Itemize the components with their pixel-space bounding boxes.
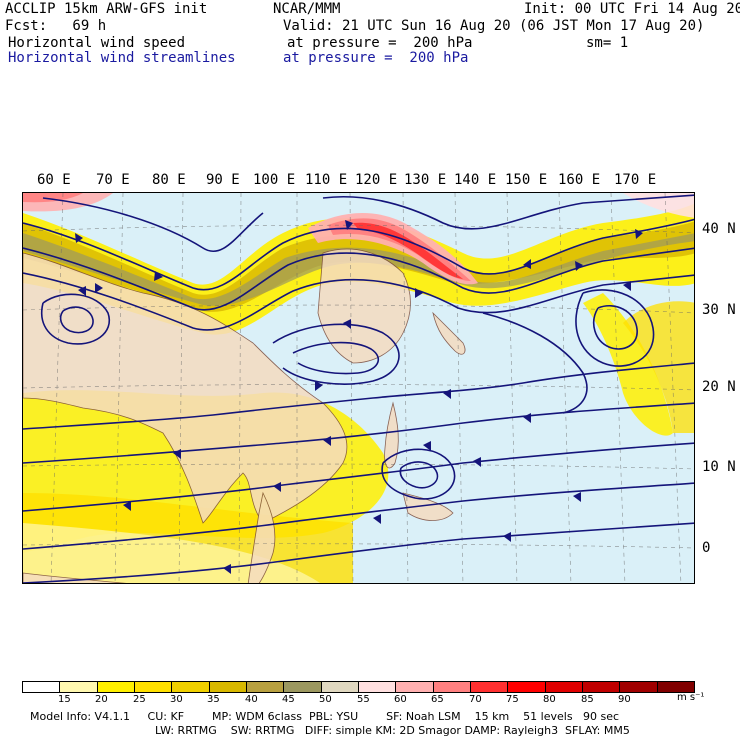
color-swatch — [545, 682, 583, 692]
lon-label: 140 E — [454, 172, 497, 188]
color-swatch — [657, 682, 694, 692]
colorbar-label: 65 — [431, 694, 444, 705]
lon-label: 170 E — [614, 172, 657, 188]
lat-label: 30 N — [702, 302, 736, 318]
field1-level: at pressure = 200 hPa — [287, 35, 473, 51]
colorbar-label: 40 — [245, 694, 258, 705]
lat-label: 20 N — [702, 379, 736, 395]
colorbar-label: 50 — [319, 694, 332, 705]
lon-label: 70 E — [96, 172, 130, 188]
colorbar-label: 85 — [581, 694, 594, 705]
color-swatch — [284, 682, 322, 692]
color-swatch — [60, 682, 98, 692]
graticule — [23, 193, 694, 583]
streamline-arrows — [75, 220, 643, 574]
init-time: Init: 00 UTC Fri 14 Aug 20 — [524, 1, 740, 17]
color-swatch — [321, 682, 359, 692]
colorbar-label: 55 — [357, 694, 370, 705]
field1-name: Horizontal wind speed — [8, 35, 186, 51]
colorbar-label: 35 — [207, 694, 220, 705]
colorbar-label: 80 — [543, 694, 556, 705]
colorbar-label: 45 — [282, 694, 295, 705]
colorbar-label: 60 — [394, 694, 407, 705]
lon-label: 150 E — [505, 172, 548, 188]
lat-label: 40 N — [702, 221, 736, 237]
color-swatch — [470, 682, 509, 692]
colorbar-label: 25 — [133, 694, 146, 705]
land-masses — [23, 248, 466, 583]
lon-label: 100 E — [253, 172, 296, 188]
color-swatch — [23, 682, 61, 692]
model-info-line2: LW: RRTMG SW: RRTMG DIFF: simple KM: 2D … — [155, 724, 630, 737]
lon-label: 130 E — [404, 172, 447, 188]
lon-label: 60 E — [37, 172, 71, 188]
color-swatch — [172, 682, 210, 692]
field2-level: at pressure = 200 hPa — [283, 50, 469, 66]
color-swatch — [620, 682, 658, 692]
colorbar-label: 15 — [58, 694, 71, 705]
colorbar-label: 30 — [170, 694, 183, 705]
color-swatch — [209, 682, 247, 692]
streamlines — [23, 194, 694, 583]
colorbar-label: 75 — [506, 694, 519, 705]
color-scale-bar — [22, 681, 695, 693]
organization-label: NCAR/MMM — [273, 1, 341, 17]
colorbar-label: 20 — [95, 694, 108, 705]
color-swatch — [246, 682, 285, 692]
lon-label: 160 E — [558, 172, 601, 188]
lat-label: 10 N — [702, 459, 736, 475]
lon-label: 110 E — [305, 172, 348, 188]
model-info-line1: Model Info: V4.1.1 CU: KF MP: WDM 6class… — [30, 710, 620, 723]
model-title: ACCLIP 15km ARW-GFS init — [5, 1, 208, 17]
colorbar-unit: m s⁻¹ — [677, 692, 705, 703]
color-swatch — [358, 682, 397, 692]
field2-name: Horizontal wind streamlines — [8, 50, 236, 66]
wind-map-canvas — [23, 193, 694, 583]
color-swatch — [134, 682, 173, 692]
color-swatch — [582, 682, 621, 692]
lon-label: 90 E — [206, 172, 240, 188]
color-swatch — [433, 682, 471, 692]
color-swatch — [97, 682, 135, 692]
colorbar-label: 70 — [469, 694, 482, 705]
lon-label: 80 E — [152, 172, 186, 188]
lon-label: 120 E — [355, 172, 398, 188]
colorbar-label: 90 — [618, 694, 631, 705]
forecast-hour: Fcst: 69 h — [5, 18, 107, 34]
color-swatch — [508, 682, 546, 692]
wind-map — [22, 192, 695, 584]
color-swatch — [396, 682, 434, 692]
valid-time: Valid: 21 UTC Sun 16 Aug 20 (06 JST Mon … — [283, 18, 705, 34]
smoothing-label: sm= 1 — [586, 35, 629, 51]
lat-label: 0 — [702, 540, 711, 556]
